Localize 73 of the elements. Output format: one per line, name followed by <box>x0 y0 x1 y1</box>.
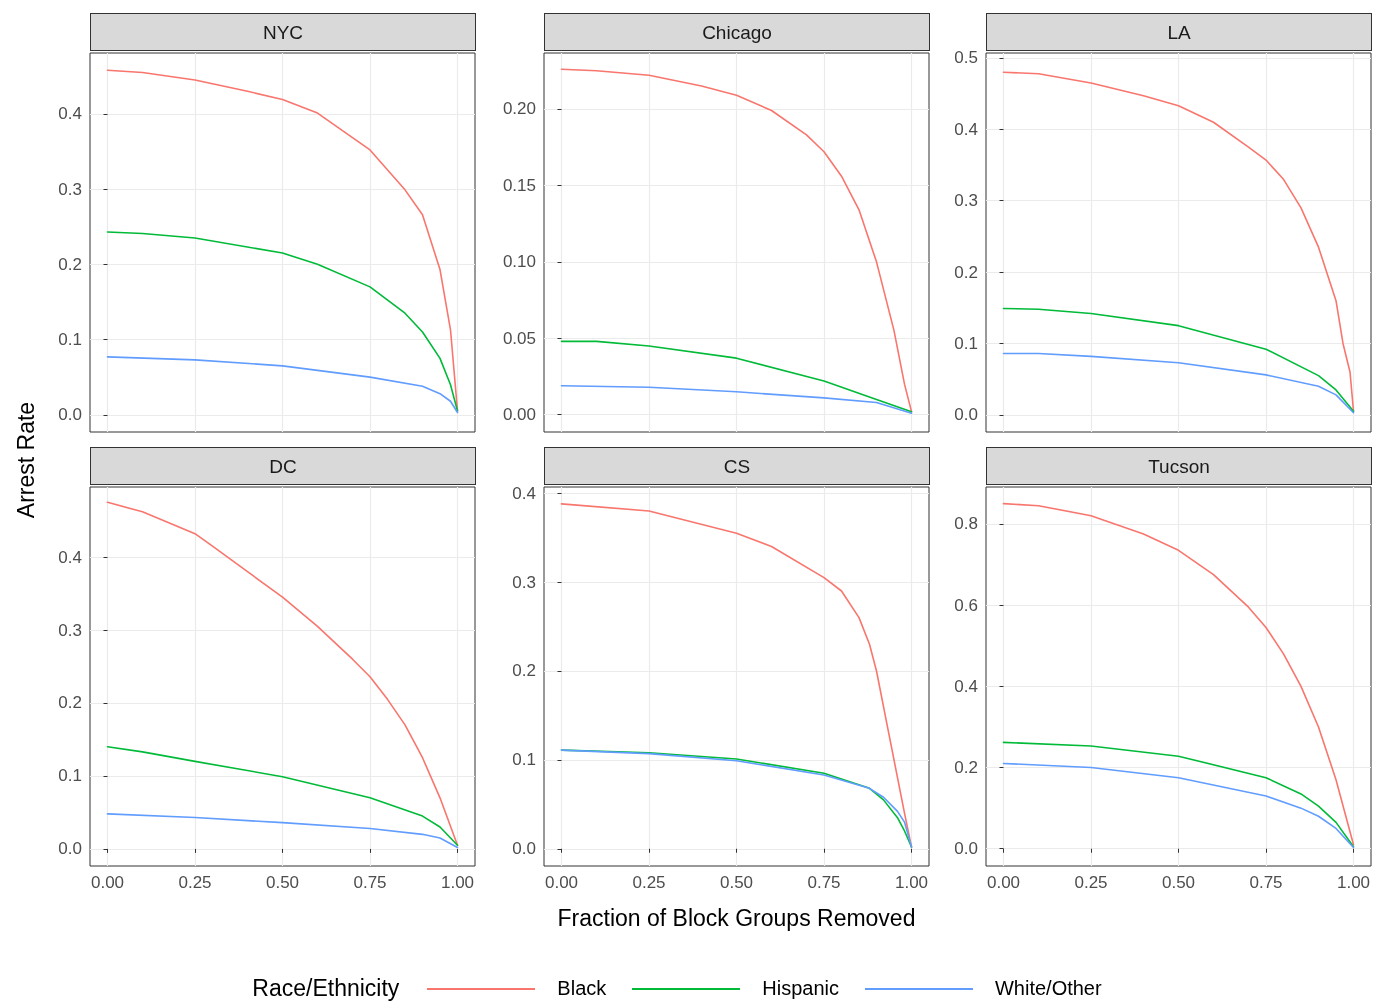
line-series <box>106 231 459 412</box>
y-tick-label: 0.3 <box>954 191 978 211</box>
line-series <box>560 384 913 414</box>
chart-title: CS <box>544 447 930 485</box>
line-series <box>560 749 913 848</box>
line-series <box>1002 71 1355 413</box>
chart-title: Chicago <box>544 13 930 51</box>
y-tick-label: 0.3 <box>58 179 82 199</box>
chart-title: DC <box>90 447 476 485</box>
y-tick-label: 0.4 <box>954 119 978 139</box>
y-tick-label: 0.2 <box>954 262 978 282</box>
y-tick-label: 0.0 <box>954 839 978 859</box>
x-tick-label: 0.25 <box>178 873 212 892</box>
y-tick-label: 0.00 <box>502 405 536 425</box>
y-tick-label: 0.0 <box>58 839 82 859</box>
x-tick-label: 1.00 <box>440 873 475 892</box>
line-series <box>1002 762 1355 849</box>
x-tick-label: 1.00 <box>894 873 929 892</box>
chart-title: NYC <box>90 13 476 51</box>
line-series <box>560 340 913 413</box>
y-tick-label: 0.0 <box>58 405 82 425</box>
y-tick-label: 0.0 <box>512 839 536 859</box>
text: Black <box>557 977 607 1000</box>
y-tick-label: 0.20 <box>502 99 536 119</box>
y-tick-label: 0.1 <box>512 750 536 770</box>
x-axis-title: Fraction of Block Groups Removed <box>557 904 916 931</box>
y-tick-label: 0.05 <box>502 328 536 348</box>
line-series <box>1002 741 1355 848</box>
line-series <box>106 745 459 847</box>
x-tick-label: 0.00 <box>986 873 1021 892</box>
y-tick-label: 0.6 <box>954 595 978 615</box>
chart-title: LA <box>986 13 1372 51</box>
x-tick-label: 0.00 <box>544 873 579 892</box>
line-series <box>560 68 913 413</box>
y-tick-label: 0.1 <box>58 766 82 786</box>
chart-title: Tucson <box>986 447 1372 485</box>
y-tick-label: 0.0 <box>954 405 978 425</box>
y-tick-label: 0.8 <box>954 514 978 534</box>
y-tick-label: 0.2 <box>954 758 978 778</box>
y-tick-label: 0.4 <box>58 547 82 567</box>
x-tick-label: 0.75 <box>353 873 387 892</box>
y-tick-label: 0.4 <box>512 483 536 503</box>
x-tick-label: 0.75 <box>807 873 841 892</box>
text: White/Other <box>994 977 1102 1000</box>
text: Hispanic <box>762 977 839 1000</box>
y-axis-title: Arrest Rate <box>12 401 40 519</box>
y-tick-label: 0.2 <box>512 661 536 681</box>
y-tick-label: 0.1 <box>954 334 978 353</box>
x-tick-label: 0.25 <box>1074 873 1108 892</box>
line-series <box>1002 352 1355 414</box>
y-tick-label: 0.1 <box>58 330 82 350</box>
y-tick-label: 0.3 <box>58 620 82 640</box>
y-tick-label: 0.3 <box>512 572 536 592</box>
line-series <box>1002 307 1355 413</box>
y-tick-label: 0.15 <box>502 175 536 195</box>
x-tick-label: 0.50 <box>719 873 754 892</box>
x-tick-label: 1.00 <box>1336 873 1371 892</box>
y-tick-label: 0.5 <box>954 48 978 68</box>
y-tick-label: 0.4 <box>954 676 978 696</box>
y-tick-label: 0.2 <box>58 693 82 713</box>
y-tick-label: 0.2 <box>58 254 82 274</box>
line-series <box>106 813 459 849</box>
x-tick-label: 0.50 <box>1161 873 1196 892</box>
line-series <box>1002 502 1355 846</box>
x-tick-label: 0.75 <box>1249 873 1283 892</box>
x-tick-label: 0.25 <box>632 873 666 892</box>
legend-title: Race/Ethnicity <box>252 975 400 1002</box>
y-tick-label: 0.4 <box>58 104 82 124</box>
line-series <box>106 356 459 414</box>
x-tick-label: 0.00 <box>90 873 125 892</box>
x-tick-label: 0.50 <box>265 873 300 892</box>
line-series <box>106 501 459 847</box>
y-tick-label: 0.10 <box>502 252 536 272</box>
